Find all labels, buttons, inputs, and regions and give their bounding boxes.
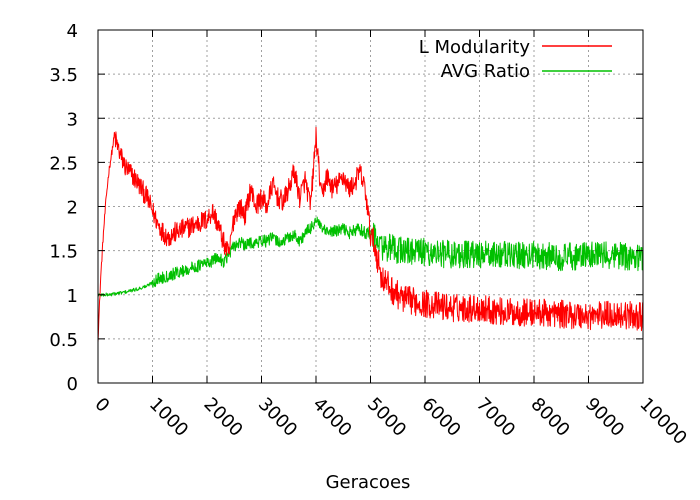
x-tick-label: 9000 [581,394,628,441]
y-tick-label: 0 [67,374,78,395]
x-tick-label: 4000 [308,394,355,441]
x-tick-label: 1000 [145,394,192,441]
y-tick-label: 0.5 [49,330,78,351]
x-tick-label: 0 [90,394,113,417]
y-tick-label: 2 [67,198,78,219]
x-tick-label: 6000 [417,394,464,441]
series-layer [97,126,644,343]
x-tick-label: 10000 [635,394,690,449]
y-tick-labels: 0 0.5 1 1.5 2 2.5 3 3.5 4 [49,21,78,395]
legend-label-l-modularity: L Modularity [419,37,531,58]
legend: L Modularity AVG Ratio [419,37,612,82]
y-tick-label: 2.5 [49,153,78,174]
x-axis-label: Geracoes [326,472,411,493]
grid [98,30,643,383]
y-tick-label: 1 [67,286,78,307]
series-line-l-modularity [97,126,644,343]
x-tick-label: 8000 [526,394,573,441]
y-tick-label: 3 [67,109,78,130]
y-tick-label: 4 [67,21,78,42]
x-tick-label: 7000 [472,394,519,441]
y-tick-label: 3.5 [49,65,78,86]
x-tick-label: 3000 [254,394,301,441]
x-tick-label: 5000 [363,394,410,441]
legend-label-avg-ratio: AVG Ratio [441,61,530,82]
tick-marks [97,29,644,384]
y-tick-label: 1.5 [49,242,78,263]
x-tick-label: 2000 [199,394,246,441]
x-tick-labels: 0 1000 2000 3000 4000 5000 6000 7000 8000 9000 100… [90,394,690,449]
